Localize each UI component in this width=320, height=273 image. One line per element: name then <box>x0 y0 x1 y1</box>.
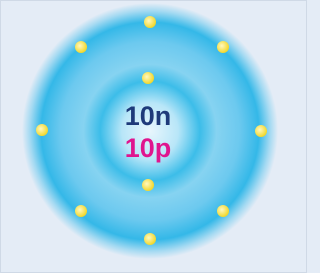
electron <box>217 41 229 53</box>
electron <box>75 205 87 217</box>
electron <box>144 233 156 245</box>
page: 10n 10p (() => { const data = JSON.parse… <box>0 0 320 273</box>
electron <box>36 124 48 136</box>
electron <box>144 16 156 28</box>
electron <box>142 179 154 191</box>
proton-label: 10p <box>125 133 172 163</box>
electron <box>142 72 154 84</box>
electron <box>255 125 267 137</box>
atom-diagram: 10n 10p <box>0 0 307 273</box>
electron <box>75 41 87 53</box>
neutron-label: 10n <box>125 101 172 131</box>
electron <box>217 205 229 217</box>
